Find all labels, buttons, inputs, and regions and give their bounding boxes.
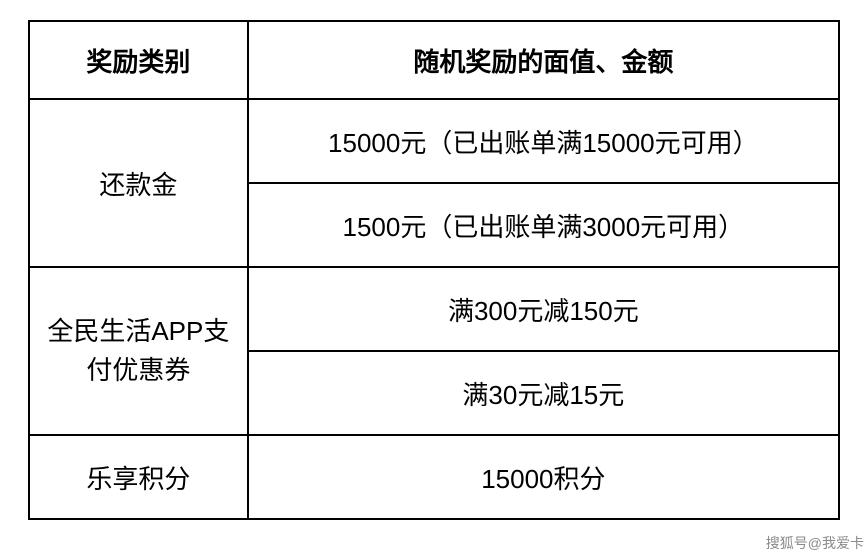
- table-row: 全民生活APP支付优惠券 满300元减150元: [29, 267, 839, 351]
- value-app-coupon-2: 满30元减15元: [248, 351, 839, 435]
- rewards-table-container: 奖励类别 随机奖励的面值、金额 还款金 15000元（已出账单满15000元可用…: [0, 0, 868, 550]
- table-row: 乐享积分 15000积分: [29, 435, 839, 519]
- header-value: 随机奖励的面值、金额: [248, 21, 839, 99]
- watermark-text: 搜狐号@我爱卡: [766, 533, 864, 553]
- category-app-coupon: 全民生活APP支付优惠券: [29, 267, 248, 435]
- value-app-coupon-1: 满300元减150元: [248, 267, 839, 351]
- value-repayment-2: 1500元（已出账单满3000元可用）: [248, 183, 839, 267]
- value-repayment-1: 15000元（已出账单满15000元可用）: [248, 99, 839, 183]
- table-row: 还款金 15000元（已出账单满15000元可用）: [29, 99, 839, 183]
- header-category: 奖励类别: [29, 21, 248, 99]
- rewards-table: 奖励类别 随机奖励的面值、金额 还款金 15000元（已出账单满15000元可用…: [28, 20, 840, 520]
- category-points: 乐享积分: [29, 435, 248, 519]
- value-points: 15000积分: [248, 435, 839, 519]
- table-header-row: 奖励类别 随机奖励的面值、金额: [29, 21, 839, 99]
- category-repayment: 还款金: [29, 99, 248, 267]
